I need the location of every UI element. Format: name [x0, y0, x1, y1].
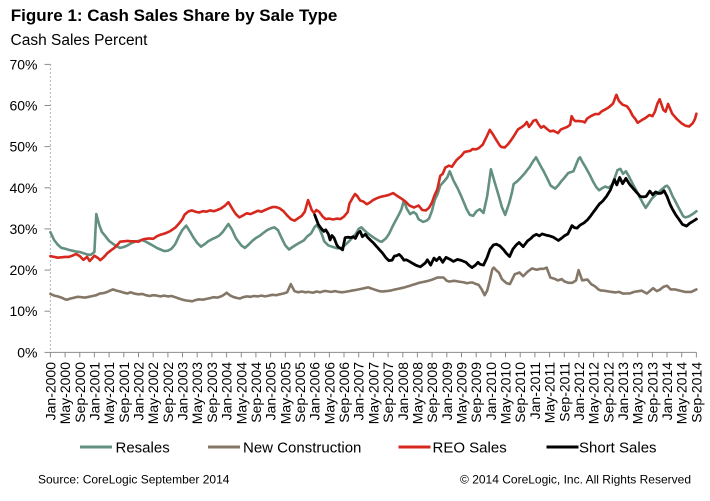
svg-text:May-2002: May-2002 [145, 362, 161, 424]
svg-text:60%: 60% [9, 98, 37, 114]
svg-text:Sep-2001: Sep-2001 [116, 362, 132, 423]
svg-text:May-2011: May-2011 [542, 362, 558, 423]
svg-text:Jan-2006: Jan-2006 [307, 362, 323, 421]
svg-text:Cash Sales Percent: Cash Sales Percent [11, 32, 149, 49]
svg-text:Resales: Resales [116, 439, 170, 456]
svg-text:May-2006: May-2006 [321, 362, 337, 424]
svg-text:Sep-2009: Sep-2009 [468, 362, 484, 423]
svg-text:Jan-2002: Jan-2002 [131, 362, 147, 421]
svg-text:Jan-2000: Jan-2000 [42, 362, 58, 421]
svg-text:Short Sales: Short Sales [579, 439, 657, 456]
svg-text:Sep-2005: Sep-2005 [292, 362, 308, 423]
svg-text:Sep-2002: Sep-2002 [160, 362, 176, 423]
svg-text:Figure 1: Cash Sales Share by: Figure 1: Cash Sales Share by Sale Type [11, 6, 338, 25]
svg-text:REO Sales: REO Sales [433, 439, 507, 456]
svg-text:Jan-2013: Jan-2013 [615, 362, 631, 421]
svg-text:Sep-2010: Sep-2010 [512, 362, 528, 423]
svg-text:Jan-2007: Jan-2007 [351, 362, 367, 421]
svg-text:50%: 50% [9, 139, 37, 155]
svg-text:Jan-2004: Jan-2004 [219, 362, 235, 421]
svg-text:Jan-2011: Jan-2011 [527, 362, 543, 420]
svg-text:Sep-2006: Sep-2006 [336, 362, 352, 423]
svg-text:New Construction: New Construction [243, 439, 361, 456]
svg-text:Sep-2004: Sep-2004 [248, 362, 264, 423]
svg-text:May-2008: May-2008 [409, 362, 425, 424]
svg-text:May-2012: May-2012 [586, 362, 602, 424]
svg-text:Jan-2012: Jan-2012 [571, 362, 587, 421]
svg-text:Jan-2003: Jan-2003 [175, 362, 191, 421]
svg-text:May-2000: May-2000 [57, 362, 73, 424]
svg-text:Jan-2005: Jan-2005 [263, 362, 279, 421]
svg-text:May-2004: May-2004 [233, 362, 249, 424]
svg-text:Jan-2009: Jan-2009 [439, 362, 455, 421]
svg-text:Sep-2000: Sep-2000 [72, 362, 88, 423]
svg-text:Jan-2014: Jan-2014 [659, 362, 675, 421]
svg-text:May-2003: May-2003 [189, 362, 205, 424]
svg-text:May-2005: May-2005 [277, 362, 293, 424]
svg-text:Sep-2012: Sep-2012 [600, 362, 616, 423]
svg-text:Sep-2011: Sep-2011 [556, 362, 572, 422]
svg-text:May-2013: May-2013 [630, 362, 646, 424]
svg-text:30%: 30% [9, 221, 37, 237]
svg-text:May-2009: May-2009 [454, 362, 470, 424]
svg-text:Source: CoreLogic September 2: Source: CoreLogic September 2014 [38, 473, 230, 487]
svg-text:Sep-2007: Sep-2007 [380, 362, 396, 423]
svg-text:Sep-2014: Sep-2014 [688, 362, 704, 423]
svg-text:40%: 40% [9, 180, 37, 196]
svg-text:0%: 0% [17, 344, 37, 360]
svg-text:Jan-2010: Jan-2010 [483, 362, 499, 421]
svg-text:Sep-2003: Sep-2003 [204, 362, 220, 423]
svg-text:Jan-2001: Jan-2001 [86, 362, 102, 421]
svg-text:Sep-2013: Sep-2013 [644, 362, 660, 423]
svg-text:Sep-2008: Sep-2008 [424, 362, 440, 423]
svg-text:May-2007: May-2007 [365, 362, 381, 424]
svg-text:© 2014 CoreLogic, Inc. All Rig: © 2014 CoreLogic, Inc. All Rights Reserv… [460, 473, 691, 487]
svg-text:20%: 20% [9, 262, 37, 278]
svg-text:May-2010: May-2010 [498, 362, 514, 424]
svg-text:Jan-2008: Jan-2008 [395, 362, 411, 421]
svg-text:70%: 70% [9, 56, 37, 72]
svg-text:May-2001: May-2001 [101, 362, 117, 424]
svg-text:10%: 10% [9, 303, 37, 319]
svg-text:May-2014: May-2014 [674, 362, 690, 424]
